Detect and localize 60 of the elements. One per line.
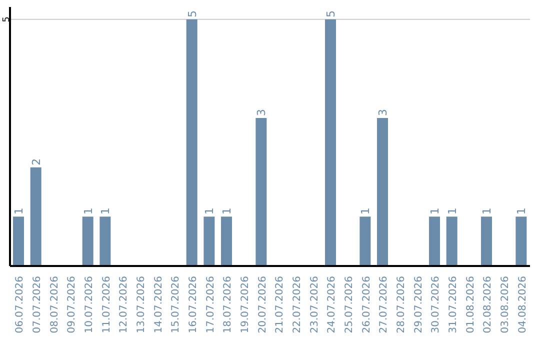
bar	[377, 118, 388, 266]
data-label: 1	[99, 208, 112, 215]
data-label: 1	[203, 208, 216, 215]
x-tick-label: 27.07.2026	[378, 276, 390, 334]
bar	[360, 216, 371, 266]
x-tick-label: 12.07.2026	[118, 276, 130, 334]
x-tick-label: 01.08.2026	[465, 276, 476, 334]
x-tick-label: 13.07.2026	[136, 276, 147, 334]
x-tick-label: 17.07.2026	[205, 276, 216, 334]
x-tick-label: 03.08.2026	[500, 276, 511, 334]
bar	[82, 216, 94, 266]
x-tick-label: 20.07.2026	[257, 276, 268, 334]
bar	[30, 167, 42, 266]
bar	[204, 216, 215, 266]
data-label: 1	[515, 208, 528, 215]
bar	[186, 19, 198, 266]
x-tick-label: 28.07.2026	[396, 276, 407, 334]
x-tick-label: 21.07.2026	[274, 276, 286, 334]
bar	[481, 216, 492, 266]
x-tick-label: 02.08.2026	[482, 276, 494, 334]
x-tick-label: 24.07.2026	[326, 276, 338, 334]
x-tick-label: 15.07.2026	[170, 276, 182, 334]
x-tick-label: 07.07.2026	[32, 276, 43, 334]
x-tick-label: 31.07.2026	[448, 276, 459, 334]
x-tick-label: 22.07.2026	[292, 276, 303, 334]
data-label: 5	[186, 10, 199, 18]
x-tick-label: 29.07.2026	[413, 276, 424, 334]
data-label: 2	[30, 158, 43, 166]
x-tick-label: 30.07.2026	[430, 276, 442, 334]
x-tick-label: 18.07.2026	[222, 276, 234, 334]
data-label: 5	[324, 10, 338, 18]
data-label: 1	[359, 208, 372, 215]
x-tick-label: 16.07.2026	[188, 276, 199, 334]
bar	[429, 216, 440, 266]
bar	[446, 216, 458, 266]
x-tick-label: 25.07.2026	[344, 276, 355, 334]
x-tick-label: 04.08.2026	[517, 276, 528, 334]
data-label: 3	[376, 109, 390, 116]
bar	[221, 216, 232, 266]
bar	[100, 216, 111, 266]
data-label: 1	[220, 208, 234, 215]
x-tick-label: 26.07.2026	[361, 276, 372, 334]
bar	[13, 216, 24, 266]
data-label: 1	[82, 208, 95, 215]
bar	[256, 118, 267, 266]
x-tick-label: 11.07.2026	[101, 276, 112, 334]
data-label: 1	[428, 208, 442, 215]
data-label: 1	[446, 208, 459, 215]
x-tick-label: 23.07.2026	[309, 276, 320, 334]
x-tick-label: 19.07.2026	[240, 276, 251, 334]
bar	[325, 19, 336, 266]
x-tick-label: 10.07.2026	[84, 276, 95, 334]
data-label: 1	[12, 208, 26, 215]
data-label: 3	[255, 109, 268, 116]
x-tick-label: 14.07.2026	[153, 276, 164, 334]
x-tick-label: 06.07.2026	[14, 276, 26, 334]
x-tick-label: 09.07.2026	[66, 276, 78, 334]
bar	[516, 216, 527, 266]
data-label: 1	[480, 208, 494, 215]
x-tick-label: 08.07.2026	[49, 276, 60, 334]
